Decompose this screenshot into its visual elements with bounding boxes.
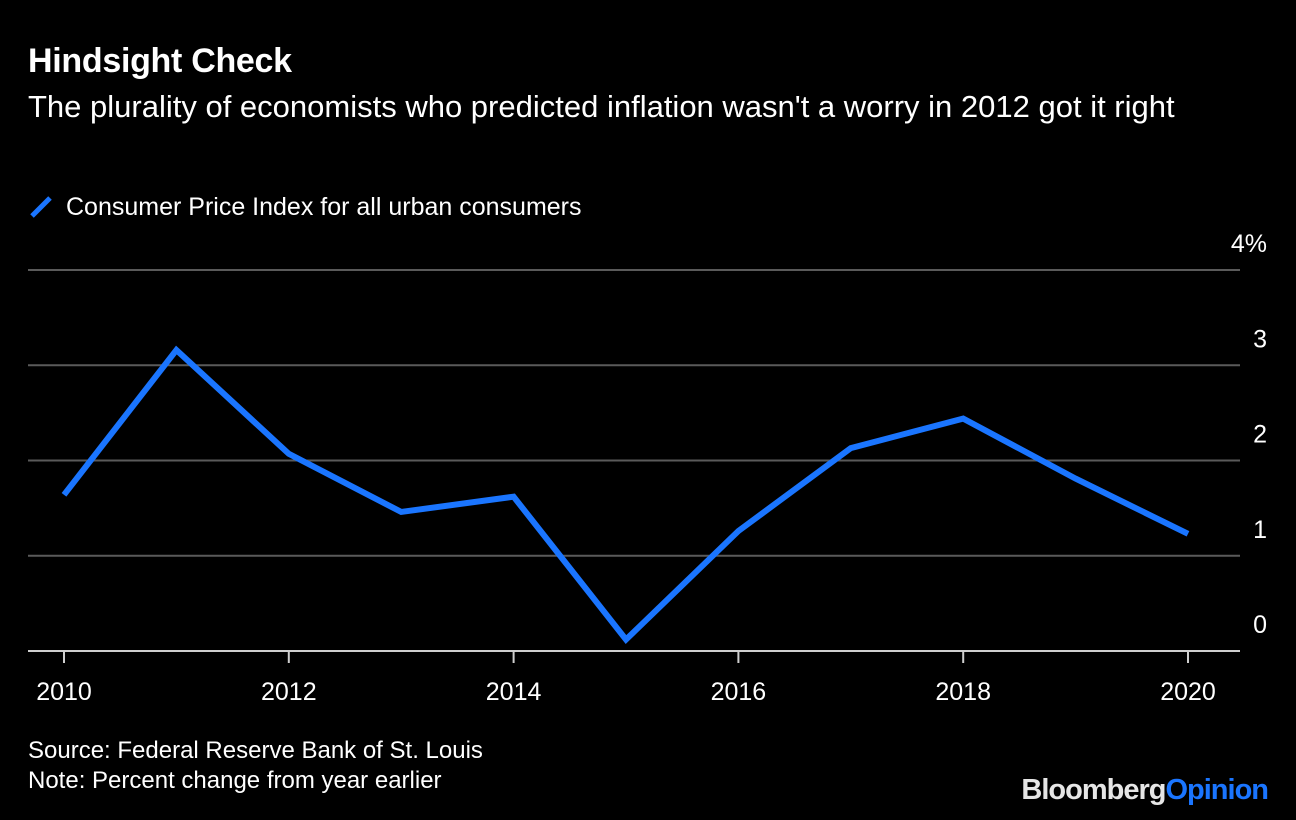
y-tick-label-3: 3	[1253, 325, 1267, 353]
x-tick-label-2020: 2020	[1160, 678, 1216, 706]
brand-logo-bloomberg: Bloomberg	[1021, 774, 1166, 806]
x-tick-label-2018: 2018	[935, 678, 991, 706]
y-tick-label-1: 1	[1253, 516, 1267, 544]
brand-logo: BloombergOpinion	[1021, 774, 1269, 807]
legend-label: Consumer Price Index for all urban consu…	[66, 192, 582, 221]
legend-line-icon	[30, 196, 52, 218]
x-tick-label-2010: 2010	[36, 678, 92, 706]
chart-subtitle: The plurality of economists who predicte…	[28, 89, 1175, 124]
x-tick-label-2014: 2014	[486, 678, 542, 706]
legend: Consumer Price Index for all urban consu…	[28, 190, 582, 224]
method-note: Note: Percent change from year earlier	[28, 767, 442, 794]
gridlines	[28, 269, 1240, 557]
series-line-cpi	[61, 345, 1190, 645]
y-tick-label-0: 0	[1253, 611, 1267, 639]
y-tick-label-4: 4%	[1231, 230, 1267, 258]
y-tick-label-2: 2	[1253, 421, 1267, 449]
series-layer	[61, 345, 1190, 645]
brand-logo-opinion: Opinion	[1165, 774, 1269, 806]
source-note: Source: Federal Reserve Bank of St. Loui…	[28, 737, 483, 764]
x-tick-label-2016: 2016	[711, 678, 767, 706]
y-axis-ticks: 0 1 2 3 4%	[1231, 230, 1267, 639]
chart-title: Hindsight Check	[28, 42, 292, 80]
x-axis: 2010 2012 2014 2016 2018 2020	[28, 650, 1240, 706]
footnotes: Source: Federal Reserve Bank of St. Loui…	[28, 736, 483, 796]
x-tick-label-2012: 2012	[261, 678, 317, 706]
